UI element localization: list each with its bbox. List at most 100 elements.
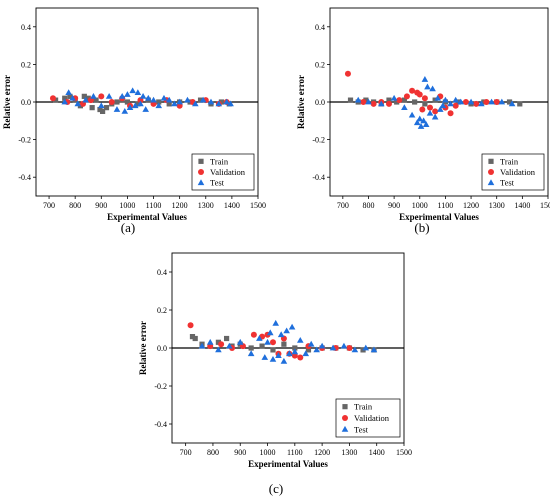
data-point-test [113,106,121,112]
data-point-validation [98,93,105,100]
y-tick-label: 0.0 [315,98,325,107]
data-point-validation [416,91,423,98]
data-point-train [93,97,99,103]
data-point-test [165,96,173,103]
legend-label-train: Train [354,402,373,412]
x-tick-label: 1000 [412,201,428,210]
data-point-train [62,95,68,101]
data-point-validation [370,100,377,107]
data-point-test [365,98,372,105]
data-point-test [421,76,429,82]
data-point-test [275,352,282,358]
data-point-test [422,121,430,127]
legend-marker-test [487,179,495,186]
x-tick-label: 1100 [146,201,162,210]
data-point-test [283,327,290,334]
data-point-test [498,98,506,105]
data-point-test [424,83,431,90]
data-point-validation [432,108,439,115]
x-tick-label: 1100 [287,448,303,457]
data-point-test [139,92,147,99]
data-point-test [223,98,230,105]
data-point-train [189,334,196,340]
data-point-test [420,117,427,124]
data-point-test [82,96,89,103]
panel-b: (b) 700 800 900 1000 1100 1200 1300 1400 1500 -0.… [296,7,550,235]
data-point-test [137,100,144,107]
data-point-validation [427,104,434,111]
data-point-train [281,341,287,347]
data-point-train [248,345,254,351]
data-point-test [431,113,439,120]
data-point-train [270,347,276,353]
x-tick-label: 1300 [198,201,214,210]
data-point-test [90,92,97,99]
legend-label-validation: Validation [500,167,536,177]
data-point-validation [346,345,353,351]
data-point-test [215,346,222,353]
data-point-test [429,85,436,92]
data-point-test [236,338,244,345]
series-test [354,76,516,129]
data-point-validation [187,322,194,329]
x-tick-label: 1200 [314,448,330,457]
data-point-test [447,100,454,107]
x-tick-label: 900 [95,201,107,210]
x-tick-label: 1000 [119,201,135,210]
legend-marker-train [342,404,348,410]
data-point-validation [385,100,392,107]
legend-label-train: Train [500,156,519,166]
legend-marker-train [198,158,204,164]
data-point-validation [49,95,56,102]
data-point-test [176,98,183,105]
data-point-test [416,115,424,122]
x-tick-label: 800 [207,448,219,457]
y-tick-label: -0.4 [312,173,325,182]
y-tick-label: -0.2 [154,382,167,391]
data-point-test [160,94,168,101]
y-tick-label: 0.2 [157,306,167,315]
x-tick-label: 800 [362,201,374,210]
x-tick-label: 1100 [438,201,454,210]
data-point-test [286,350,293,357]
y-tick-label: 0.0 [157,344,167,353]
data-point-test [302,350,310,357]
data-point-test [457,98,465,105]
data-point-test [307,340,315,347]
data-point-train [412,99,418,105]
y-tick-label: -0.4 [18,173,31,182]
x-tick-label: 1200 [172,201,188,210]
y-tick-label: 0.2 [21,60,31,69]
data-point-test [142,106,149,112]
data-point-validation [218,341,225,348]
data-point-test [413,119,421,126]
data-point-test [377,100,385,107]
data-point-train [192,335,198,342]
data-point-test [264,338,271,345]
data-point-train [103,105,110,111]
legend-label-test: Test [210,178,225,188]
panel-c: (c) 700 800 900 1000 1100 1200 1300 1400 1500 -0.… [138,252,412,496]
data-point-train [401,97,407,103]
x-tick-label: 1000 [260,448,276,457]
legend-label-validation: Validation [354,413,390,423]
data-point-validation [360,99,367,105]
data-point-test [434,94,442,101]
data-point-test [131,102,139,109]
x-tick-label: 1400 [514,201,530,210]
data-point-validation [462,99,469,105]
data-point-test [150,96,157,103]
data-point-test [227,100,234,107]
data-point-test [313,346,320,353]
data-point-train [506,99,513,105]
x-axis-title: Experimental Values [248,459,328,469]
y-tick-label: -0.2 [312,136,325,145]
data-point-train [223,335,230,342]
data-point-validation [483,99,490,105]
x-tick-label: 700 [43,201,55,210]
data-point-validation [269,339,276,346]
